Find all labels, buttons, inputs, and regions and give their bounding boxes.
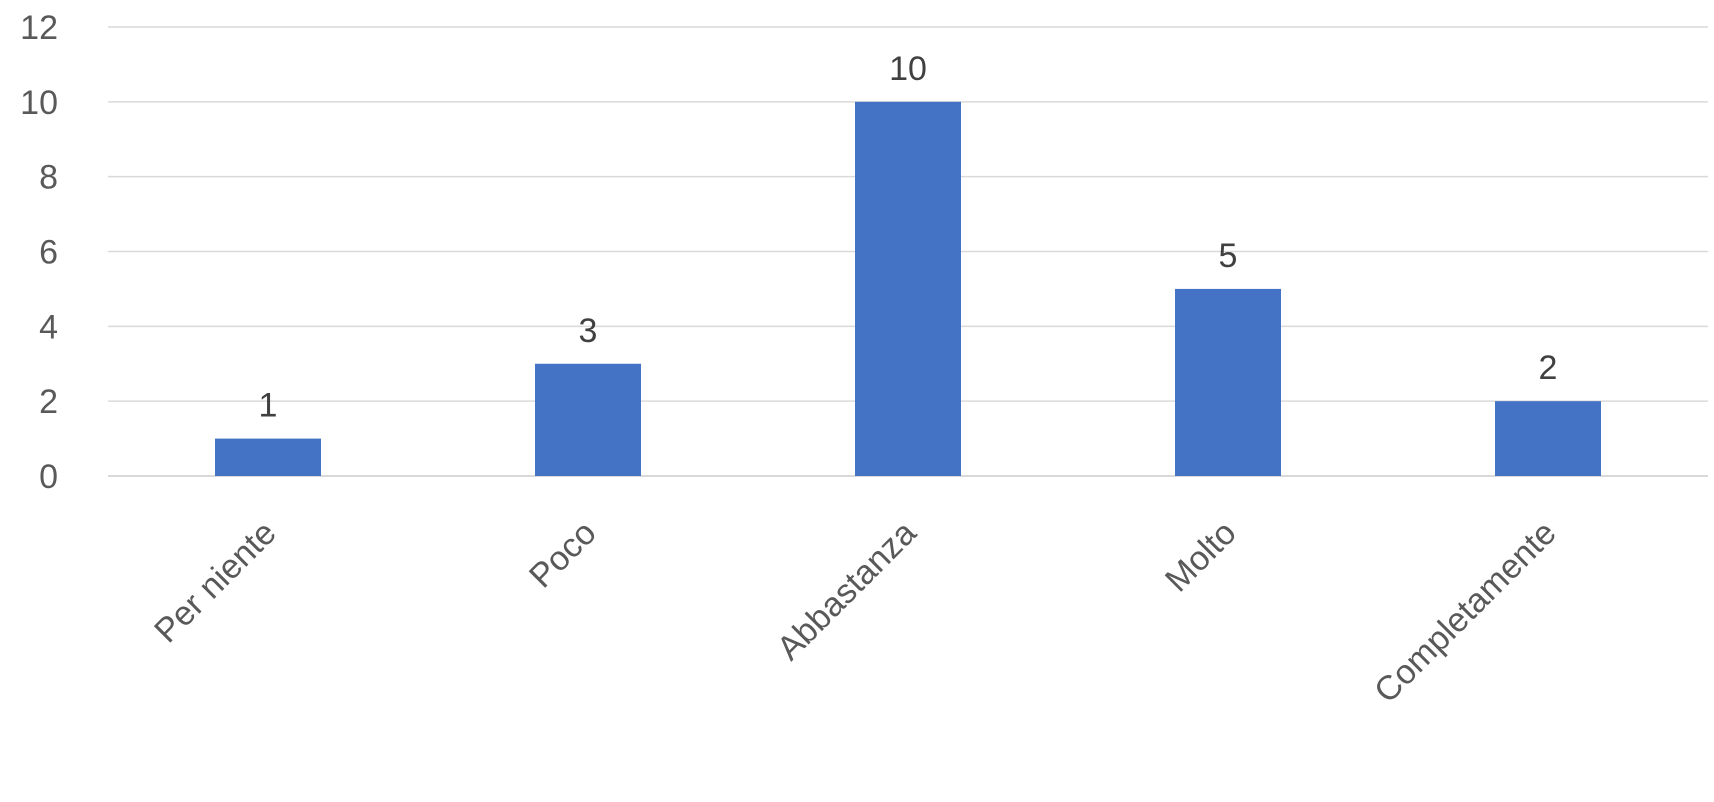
- y-tick-label: 6: [39, 234, 58, 272]
- bar: [1495, 401, 1601, 476]
- y-tick-label: 8: [39, 159, 58, 197]
- data-label: 3: [579, 312, 598, 350]
- y-tick-label: 2: [39, 383, 58, 421]
- bar: [1175, 288, 1281, 476]
- x-category-label: Poco: [522, 514, 604, 596]
- y-axis-ticks: 0 2 4 6 8 10 12: [20, 9, 58, 496]
- data-label: 10: [889, 50, 927, 88]
- y-tick-label: 12: [20, 9, 58, 47]
- bar: [215, 438, 321, 476]
- x-axis-categories: Per niente Poco Abbastanza Molto Completamen…: [147, 514, 1563, 711]
- bar: [535, 363, 641, 476]
- bars: [215, 101, 1601, 476]
- x-category-label: Abbastanza: [770, 514, 924, 668]
- y-tick-label: 10: [20, 84, 58, 122]
- y-tick-label: 4: [39, 308, 58, 346]
- y-tick-label: 0: [39, 458, 58, 496]
- data-label: 5: [1219, 237, 1238, 275]
- bar: [855, 101, 961, 476]
- x-category-label: Completamente: [1367, 514, 1564, 711]
- x-category-label: Molto: [1158, 514, 1244, 600]
- data-label: 2: [1539, 349, 1558, 387]
- data-label: 1: [259, 387, 278, 425]
- data-labels: 1 3 10 5 2: [259, 50, 1558, 425]
- x-category-label: Per niente: [147, 514, 283, 650]
